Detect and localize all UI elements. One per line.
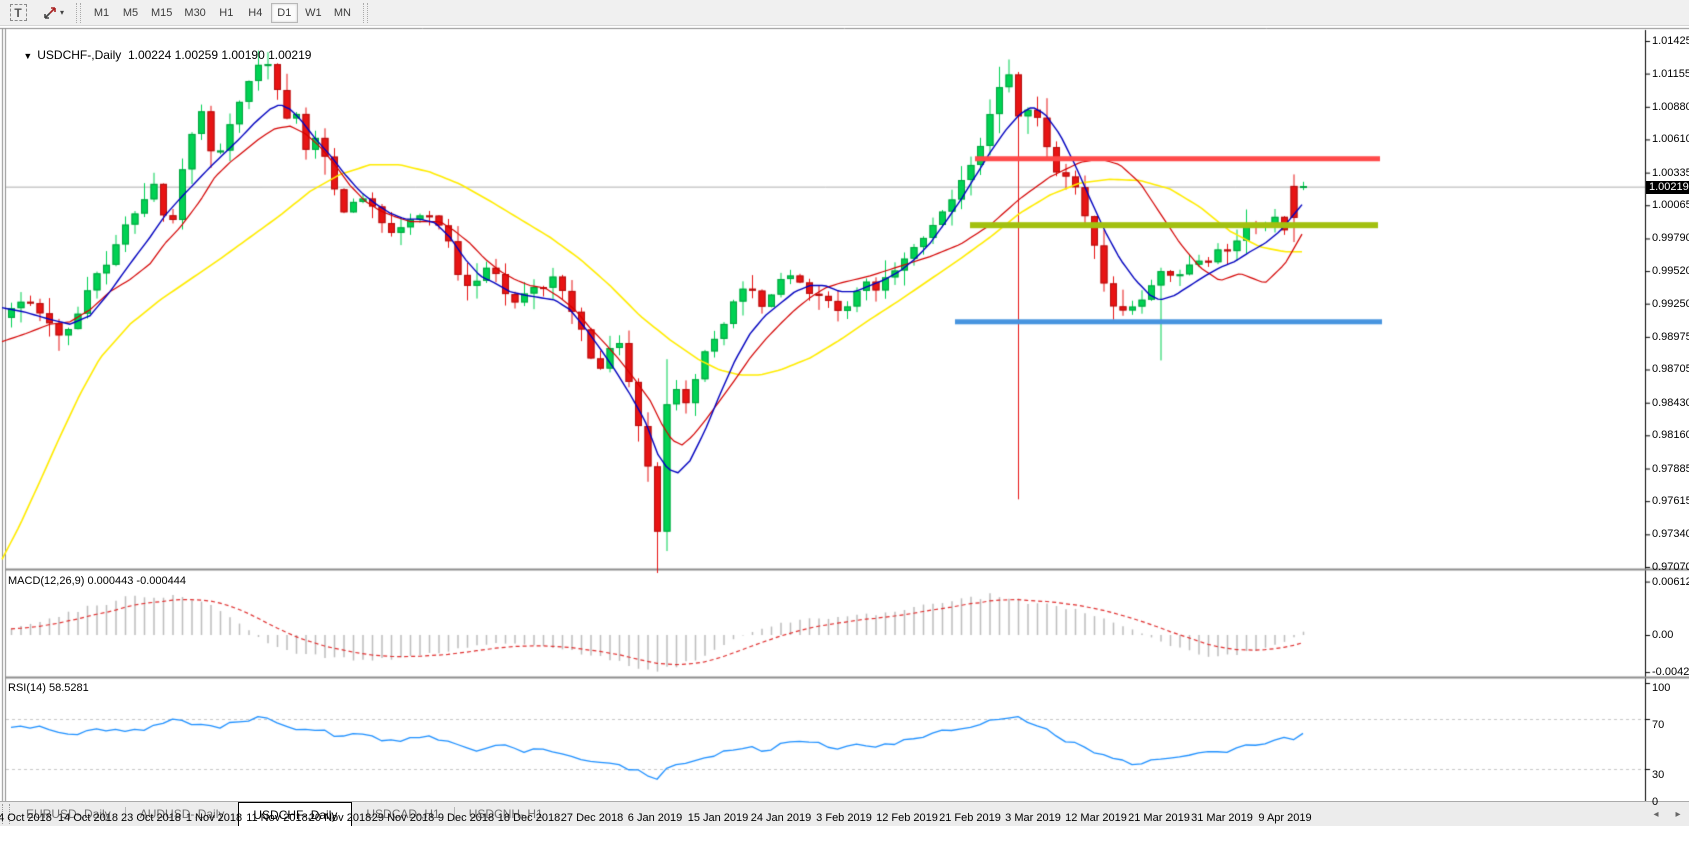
price-tick-label: 0.98160 [1652,429,1689,442]
chart-tab-usdchf-daily[interactable]: USDCHF-,Daily [238,802,353,826]
date-tick-label: 3 Mar 2019 [1005,812,1061,824]
cursor-arrows-button[interactable]: ▾ [36,3,70,23]
date-tick-label: 15 Jan 2019 [687,812,749,824]
timeframe-button-h4[interactable]: H4 [248,6,263,19]
date-tick-label: 11 Nov 2018 [246,812,308,824]
toolbar: T ▾ M1 M5 M15 M30 H1 H4 D1 W1 MN [0,0,1689,26]
macd-tick-label: -0.00425 [1652,666,1689,679]
price-tick-label: 1.00335 [1652,166,1689,179]
symbol-dropdown-icon[interactable]: ▼ [23,51,33,61]
tab-scroll-left-icon[interactable]: ◂ [1653,808,1659,820]
date-tick-label: 3 Feb 2019 [816,812,872,824]
date-tick-label: 12 Feb 2019 [876,812,938,824]
toolbar-grip [76,2,81,23]
current-price-badge: 1.00219 [1646,180,1689,194]
date-tick-label: 9 Dec 2018 [437,812,495,824]
macd-tick-label: 0.006125 [1652,575,1689,588]
date-tick-label: 6 Jan 2019 [627,812,683,824]
chart-tab-audusd-daily[interactable]: AUDUSD-,Daily [139,807,225,821]
rsi-tick-label: 30 [1652,769,1665,781]
rsi-tick-label: 70 [1652,719,1665,731]
chart-window: ▼ USDCHF-,Daily 1.00224 1.00259 1.00190 1… [0,26,1689,854]
date-tick-label: 1 Nov 2018 [185,812,243,824]
chart-tab-bar: EURUSD-,Daily AUDUSD-,Daily USDCHF-,Daily U… [0,801,1689,826]
cursor-arrows-icon [44,6,56,19]
text-tool-button[interactable]: T [6,3,30,23]
date-tick-label: 23 Oct 2018 [121,812,181,824]
timeframe-button-m15[interactable]: M15 [151,6,173,19]
timeframe-button-m5[interactable]: M5 [122,6,139,19]
timeframe-button-mn[interactable]: MN [333,6,351,19]
price-tick-label: 1.00610 [1652,133,1689,146]
price-tick-label: 1.00880 [1652,100,1689,113]
text-tool-icon: T [9,4,27,21]
price-tick-label: 1.01155 [1652,67,1689,80]
date-tick-label: 31 Mar 2019 [1191,812,1253,824]
date-tick-label: 27 Dec 2018 [560,812,624,824]
tab-scroll-right-icon[interactable]: ▸ [1675,808,1681,820]
date-tick-label: 14 Oct 2018 [58,812,118,824]
date-tick-label: 4 Oct 2018 [0,812,52,824]
chart-title-ohlc: 1.00224 1.00259 1.00190 1.00219 [127,48,312,62]
tab-separator [453,807,455,821]
date-tick-label: 9 Apr 2019 [1258,812,1312,824]
chart-tab-eurusd-daily[interactable]: EURUSD-,Daily [26,807,111,821]
price-tick-label: 0.97070 [1652,560,1689,573]
chart-tab-usdcnh-h1[interactable]: USDCNH-,H1 [468,807,543,821]
price-tick-label: 1.01425 [1652,35,1689,47]
tabbar-grip [2,804,10,824]
price-tick-label: 0.99790 [1652,232,1689,245]
chart-tabs: EURUSD-,Daily AUDUSD-,Daily USDCHF-,Daily U… [12,802,557,826]
rsi-tick-label: 100 [1652,682,1671,694]
rsi-label: RSI(14) 58.5281 [8,682,89,694]
macd-tick-label: 0.00 [1652,629,1674,641]
timeframe-button-w1[interactable]: W1 [305,6,322,19]
price-tick-label: 0.99520 [1652,265,1689,278]
timeframe-button-d1[interactable]: D1 [270,2,298,23]
date-tick-label: 24 Jan 2019 [750,812,812,824]
tab-separator [124,807,126,821]
dropdown-caret-icon: ▾ [59,8,64,17]
price-tick-label: 1.00065 [1652,199,1689,212]
timeframe-button-h1[interactable]: H1 [219,6,234,19]
price-tick-label: 0.98975 [1652,330,1689,343]
date-tick-label: 18 Dec 2018 [497,812,561,824]
timeframe-button-group: M1 M5 M15 M30 H1 H4 D1 W1 MN [87,2,357,23]
date-tick-label: 21 Mar 2019 [1128,812,1190,824]
timeframe-button-m1[interactable]: M1 [93,6,110,19]
date-tick-label: 12 Mar 2019 [1065,812,1127,824]
toolbar-grip-end [362,2,368,23]
price-tick-label: 0.97340 [1652,528,1689,541]
price-tick-label: 0.98705 [1652,363,1689,376]
price-tick-label: 0.99250 [1652,297,1689,310]
chart-title-symbol: USDCHF-,Daily [37,48,122,62]
price-tick-label: 0.98430 [1652,396,1689,409]
chart-tab-usdcad-h1[interactable]: USDCAD-,H1 [366,807,440,821]
timeframe-button-m30[interactable]: M30 [184,6,206,19]
price-tick-label: 0.97885 [1652,462,1689,475]
rsi-tick-label: 0 [1652,796,1659,808]
chart-title: ▼ USDCHF-,Daily 1.00224 1.00259 1.00190 1… [10,34,311,76]
date-tick-label: 29 Nov 2018 [371,812,435,824]
macd-label: MACD(12,26,9) 0.000443 -0.000444 [8,575,186,587]
date-tick-label: 20 Nov 2018 [308,812,372,824]
date-tick-label: 21 Feb 2019 [939,812,1001,824]
price-tick-label: 0.97615 [1652,495,1689,508]
main-chart-canvas[interactable] [0,26,1689,854]
